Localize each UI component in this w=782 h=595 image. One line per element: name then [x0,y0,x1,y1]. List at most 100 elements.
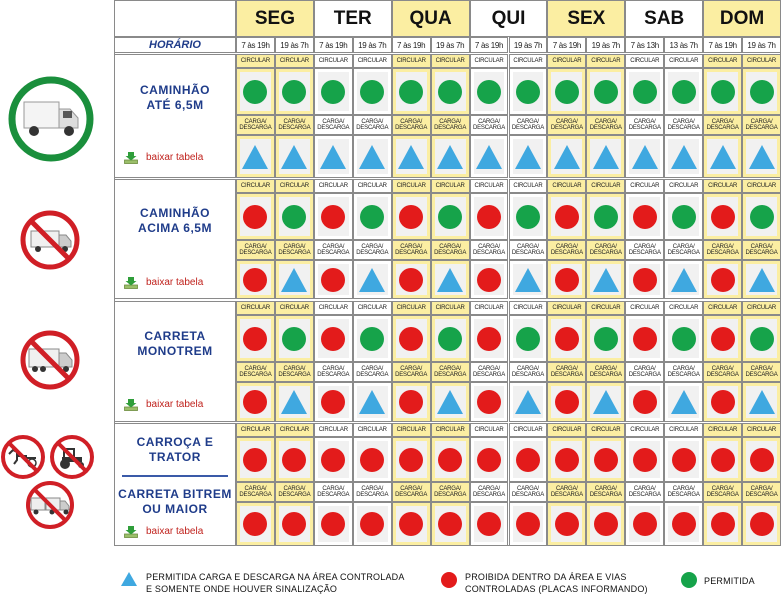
status-cell [664,260,704,299]
hours-cell: 19 às 7h [586,37,626,53]
vehicle-cell-combined [114,423,236,546]
allowed-loading-triangle-icon [592,267,619,292]
prohibited-circle-icon [360,512,385,536]
status-cell [547,135,587,178]
status-cell [742,68,781,115]
prohibited-circle-icon [632,447,657,472]
carga-descarga-label-cell: CARGA/ DESCARGA [430,240,470,260]
allowed-circle-icon [282,79,307,104]
prohibited-circle-icon [243,326,268,351]
circular-label: CIRCULAR [513,182,543,189]
carga-descarga-label: CARGA/ DESCARGA [317,118,350,132]
status-cell [664,315,704,362]
circular-label: CIRCULAR [240,426,270,433]
prohibited-circle-icon [477,512,502,536]
download-table-link[interactable]: baixar tabela [124,276,203,289]
prohibited-circle-icon [632,204,657,229]
allowed-circle-icon [632,79,657,104]
circular-label: CIRCULAR [357,426,387,433]
status-cell [313,315,353,362]
allowed-loading-triangle-icon [631,144,658,169]
status-cell [625,193,665,240]
allowed-circle-icon [399,79,424,104]
carga-descarga-label: CARGA/ DESCARGA [706,485,739,499]
allowed-circle-icon [360,326,385,351]
circular-label: CIRCULAR [318,426,348,433]
status-cell [469,193,509,240]
status-cell [586,68,626,115]
hours-cell: 13 às 7h [664,37,704,53]
carga-descarga-label-cell: CARGA/ DESCARGA [703,482,743,502]
status-cell [469,382,509,422]
status-cell [703,437,743,482]
status-cell [352,437,392,482]
carga-descarga-label-cell: CARGA/ DESCARGA [742,482,781,502]
status-cell [274,135,314,178]
trator-prohibited-sign-icon [50,435,94,479]
circular-label-cell: CIRCULAR [742,301,781,315]
circular-label: CIRCULAR [669,182,699,189]
prohibited-circle-icon [515,512,540,536]
circular-label-cell: CIRCULAR [430,301,470,315]
download-label: baixar tabela [146,399,204,410]
prohibited-circle-icon [710,390,735,414]
status-cell [547,193,587,240]
status-cell [430,260,470,299]
status-cell [236,135,275,178]
status-cell [508,260,548,299]
prohibited-circle-icon [554,390,579,414]
allowed-circle-icon [749,79,774,104]
legend-red-icon [441,572,457,588]
allowed-circle-icon [438,204,463,229]
carga-descarga-label-cell: CARGA/ DESCARGA [391,115,431,135]
allowed-circle-icon [515,326,540,351]
carga-descarga-label-cell: CARGA/ DESCARGA [664,240,704,260]
carga-descarga-label: CARGA/ DESCARGA [706,243,739,257]
carga-descarga-label: CARGA/ DESCARGA [550,118,583,132]
circular-label: CIRCULAR [591,182,621,189]
circular-label-cell: CIRCULAR [352,179,392,193]
prohibited-circle-icon [749,512,774,536]
allowed-loading-triangle-icon [553,144,580,169]
download-table-link[interactable]: baixar tabela [124,525,203,538]
download-table-link[interactable]: baixar tabela [124,151,203,164]
carga-descarga-label: CARGA/ DESCARGA [278,485,311,499]
carga-descarga-label: CARGA/ DESCARGA [395,118,428,132]
carga-descarga-label-cell: CARGA/ DESCARGA [352,115,392,135]
prohibited-circle-icon [438,447,463,472]
download-table-link[interactable]: baixar tabela [124,398,203,411]
status-cell [469,135,509,178]
day-header-sab: SAB [625,0,704,37]
circular-label: CIRCULAR [708,426,738,433]
carga-descarga-label: CARGA/ DESCARGA [239,243,272,257]
carga-descarga-label-cell: CARGA/ DESCARGA [274,482,314,502]
circular-label: CIRCULAR [513,426,543,433]
circular-label: CIRCULAR [669,57,699,64]
status-cell [430,135,470,178]
carga-descarga-label: CARGA/ DESCARGA [395,243,428,257]
circular-label-cell: CIRCULAR [236,179,275,193]
allowed-loading-triangle-icon [514,267,541,292]
circular-label-cell: CIRCULAR [313,423,353,437]
carga-descarga-label-cell: CARGA/ DESCARGA [742,362,781,382]
carga-descarga-label: CARGA/ DESCARGA [278,243,311,257]
circular-label-cell: CIRCULAR [430,423,470,437]
prohibited-circle-icon [243,447,268,472]
prohibited-circle-icon [710,326,735,351]
carga-descarga-label: CARGA/ DESCARGA [511,365,544,379]
carga-descarga-label: CARGA/ DESCARGA [472,243,506,257]
prohibited-circle-icon [321,512,346,536]
allowed-circle-icon [360,204,385,229]
prohibited-circle-icon [399,204,424,229]
hours-cell: 7 às 13h [625,37,665,53]
day-header-dom: DOM [703,0,781,37]
carga-descarga-label: CARGA/ DESCARGA [667,485,700,499]
status-cell [391,315,431,362]
status-cell [352,260,392,299]
allowed-circle-icon [282,326,307,351]
allowed-loading-triangle-icon [398,144,425,169]
allowed-loading-triangle-icon [359,267,386,292]
status-cell [274,382,314,422]
carga-descarga-label: CARGA/ DESCARGA [395,365,428,379]
status-cell [547,315,587,362]
